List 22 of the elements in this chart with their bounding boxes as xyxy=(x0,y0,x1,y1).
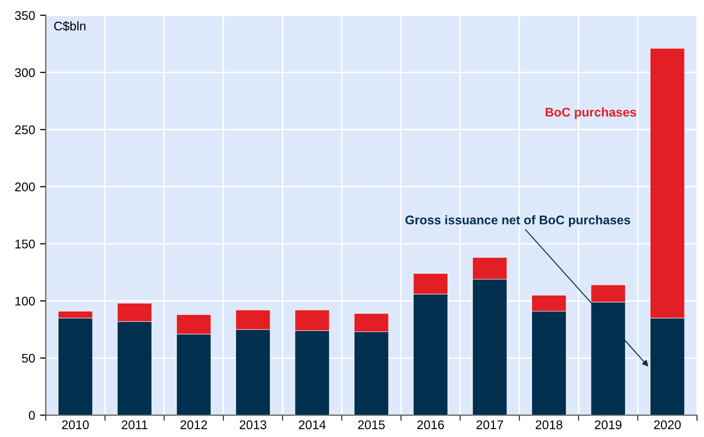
x-tick-label: 2020 xyxy=(654,420,681,430)
x-tick-label: 2018 xyxy=(536,420,562,430)
x-tick-label: 2010 xyxy=(62,420,89,430)
y-tick-label: 350 xyxy=(14,11,35,20)
y-tick-label: 150 xyxy=(15,240,35,248)
x-tick-label: 2019 xyxy=(594,420,622,430)
x-tick-label: 2017 xyxy=(476,420,504,430)
x-tick-label: 2012 xyxy=(180,420,208,430)
y-tick-label: 250 xyxy=(15,125,35,134)
x-tick-label: 2016 xyxy=(417,420,444,430)
x-tick-label: 2013 xyxy=(240,420,266,430)
x-tick-label: 2014 xyxy=(298,420,326,430)
x-tick-label: 2011 xyxy=(122,420,148,430)
y-tick-label: 100 xyxy=(15,296,35,306)
y-tick-label: 0 xyxy=(28,410,35,420)
x-tick-label: 2015 xyxy=(358,420,385,430)
y-tick-label: 300 xyxy=(14,68,35,78)
y-tick-label: 200 xyxy=(15,182,35,192)
y-tick-label: 50 xyxy=(22,354,35,363)
y-axis-title: C$bln xyxy=(54,21,86,32)
text: Gross issuance net of BoC purchases xyxy=(405,215,630,227)
series-label: BoC purchases xyxy=(546,107,636,120)
